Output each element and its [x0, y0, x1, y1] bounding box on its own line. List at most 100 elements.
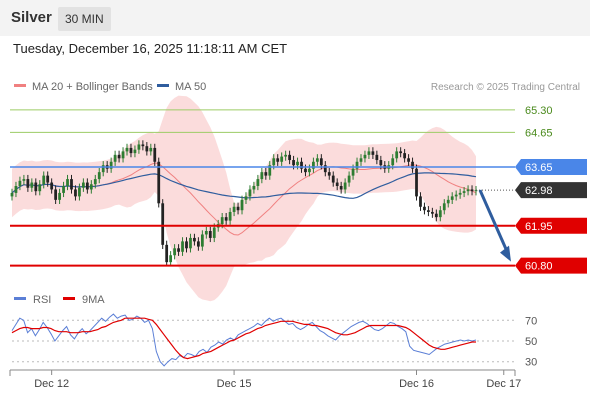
rsi-line	[11, 313, 477, 367]
candle-body	[462, 191, 466, 193]
candle-body	[272, 158, 276, 166]
candle-body	[236, 206, 240, 211]
candle-body	[189, 237, 192, 249]
rsi-legend-swatch	[14, 297, 26, 300]
candle-body	[403, 153, 407, 159]
candle-body	[50, 182, 54, 190]
candle-body	[244, 196, 248, 200]
candle-body	[30, 182, 34, 188]
candle-body	[367, 151, 371, 155]
candle-body	[335, 182, 339, 186]
candle-body	[264, 172, 268, 176]
candle-body	[419, 196, 422, 207]
rsi-tick-label: 30	[525, 357, 537, 369]
candle-body	[308, 168, 311, 173]
rsi-legend-label: 9MA	[82, 294, 105, 306]
candle-body	[109, 161, 113, 169]
candle-body	[185, 241, 188, 249]
rsi-tick-label: 50	[525, 336, 537, 348]
x-tick-label: Dec 12	[34, 378, 69, 390]
level-label-64.65: 64.65	[525, 127, 553, 139]
candle-body	[74, 189, 77, 197]
candle-body	[300, 161, 303, 169]
level-label-65.30: 65.30	[525, 105, 553, 117]
rsi-legend: RSI 9MA	[14, 294, 105, 306]
candle-body	[304, 168, 307, 173]
candle-body	[423, 206, 426, 211]
candle-body	[446, 199, 450, 204]
level-label-61.95: 61.95	[525, 221, 553, 233]
arrow-head	[500, 245, 511, 262]
candle-body	[173, 248, 176, 256]
candle-body	[371, 151, 375, 155]
arrow-shaft	[478, 189, 510, 255]
timeframe-badge[interactable]: 30 MIN	[58, 7, 111, 31]
candle-body	[411, 161, 414, 169]
candle-body	[161, 203, 165, 245]
candle-body	[149, 147, 153, 152]
rsi-panel: 70 50 30	[11, 313, 537, 369]
candle-body	[193, 237, 196, 242]
x-tick-label: Dec 16	[399, 378, 434, 390]
candle-body	[379, 160, 383, 166]
candle-body	[339, 186, 343, 190]
candle-body	[315, 158, 319, 162]
candle-body	[14, 186, 18, 193]
candle-body	[434, 213, 438, 218]
candle-body	[355, 161, 359, 169]
candle-body	[391, 158, 395, 166]
candle-body	[327, 172, 331, 176]
level-tag	[515, 158, 587, 175]
candle-body	[89, 184, 93, 190]
candle-body	[312, 161, 315, 169]
bollinger-band-area	[12, 95, 476, 302]
candle-body	[454, 194, 458, 197]
rsi-legend-swatch	[63, 297, 75, 300]
level-tag	[515, 182, 587, 199]
x-axis: Dec 12 Dec 15 Dec 16 Dec 17	[9, 369, 521, 390]
candle-body	[248, 189, 252, 197]
report-datetime: Tuesday, December 16, 2025 11:18:11 AM C…	[13, 41, 288, 56]
candle-body	[323, 165, 327, 173]
rsi-tick-label: 70	[525, 315, 537, 327]
candle-body	[292, 160, 295, 166]
candle-body	[70, 179, 73, 190]
candle-body	[97, 172, 101, 180]
candle-body	[133, 149, 137, 154]
symbol-title: Silver	[11, 9, 52, 26]
candle-body	[442, 203, 446, 211]
price-levels: 65.30 64.65 63.65 62.98 61.95 60.80	[10, 105, 587, 274]
candle-body	[62, 186, 65, 193]
candle-body	[93, 179, 97, 185]
legend-label: MA 50	[175, 81, 206, 93]
candle-body	[415, 168, 418, 197]
header-bar: Silver 30 MIN	[0, 0, 590, 36]
candle-body	[268, 165, 272, 176]
candle-body	[157, 161, 161, 204]
candle-body	[204, 231, 208, 235]
level-label-63.65: 63.65	[525, 162, 553, 174]
ma50-line	[11, 172, 477, 199]
forecast-arrow	[478, 189, 511, 262]
candle-body	[113, 154, 117, 162]
candle-body	[85, 182, 89, 190]
candle-body	[276, 158, 280, 162]
bollinger-bands	[12, 95, 476, 302]
candle-body	[351, 168, 355, 176]
candle-body	[228, 211, 232, 221]
candle-body	[141, 144, 145, 147]
candle-body	[129, 147, 133, 154]
candle-body	[260, 172, 264, 180]
candle-body	[256, 179, 260, 186]
candle-body	[343, 182, 347, 190]
candle-body	[220, 217, 224, 225]
candle-body	[42, 175, 46, 185]
candle-body	[197, 241, 200, 247]
candle-body	[177, 248, 180, 252]
candle-body	[137, 144, 141, 150]
candle-body	[165, 244, 169, 263]
x-tick-label: Dec 15	[217, 378, 252, 390]
x-tick-label: Dec 17	[486, 378, 521, 390]
candle-body	[458, 192, 462, 195]
